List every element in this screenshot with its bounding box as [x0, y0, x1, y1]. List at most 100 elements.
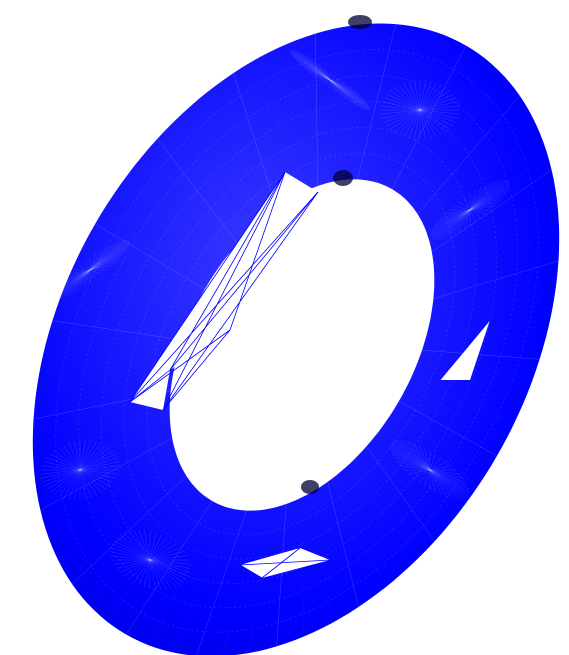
mesh-edge [366, 446, 435, 542]
mesh-edge [41, 465, 119, 475]
mesh-edge [68, 265, 112, 275]
mesh-edge [113, 555, 187, 565]
mesh-edge [424, 447, 436, 493]
mesh-edge [415, 367, 528, 393]
wireframe-mesh [32, 23, 560, 655]
mesh-edge [113, 193, 216, 274]
mesh-edge [430, 182, 510, 238]
mesh-edge [113, 540, 187, 580]
mesh-edge [408, 81, 432, 139]
mesh-edge [429, 184, 511, 236]
mesh-edge [59, 241, 121, 299]
mesh-edge [391, 442, 469, 498]
mesh-edge [331, 26, 343, 183]
mesh-edge [383, 97, 457, 123]
mesh-edge [144, 532, 156, 588]
mesh-edge [324, 75, 336, 85]
mesh-edge [133, 530, 167, 590]
mesh-edge [119, 534, 181, 586]
mesh-edge [171, 509, 235, 653]
mesh-edge [157, 138, 238, 244]
gap-mesh-edge [129, 171, 286, 403]
gap-mesh-edge [229, 171, 286, 331]
mesh-edge [380, 105, 460, 115]
mesh-edge [56, 240, 124, 300]
mesh-edge [206, 92, 264, 219]
mesh-edge [390, 444, 470, 496]
mesh-edge [35, 423, 171, 482]
gap-mesh-edge [169, 191, 319, 371]
mesh-edge [414, 80, 426, 140]
mesh-edge [119, 547, 181, 573]
mesh-edge [386, 93, 454, 127]
mesh-edge [43, 353, 177, 358]
mesh-edge [436, 197, 504, 223]
mesh-edge [50, 241, 130, 299]
mesh-edge [410, 75, 505, 205]
mesh-edge [398, 400, 497, 457]
mesh-edge [74, 439, 86, 501]
mesh-edge [386, 93, 454, 127]
mesh-edge [430, 293, 556, 316]
mesh-edge [427, 326, 549, 333]
mesh-edge [380, 105, 460, 115]
mesh-edge [94, 223, 206, 290]
mesh-edge [105, 494, 203, 621]
mesh-edge [424, 453, 436, 487]
inner-gap-patch [240, 548, 330, 578]
mesh-edge [291, 54, 369, 106]
mesh-edge [52, 320, 182, 341]
mesh-edge [299, 52, 361, 108]
mesh-edge [431, 169, 552, 252]
mesh-edge [73, 247, 107, 293]
mesh-edge [403, 82, 437, 138]
mesh-edge [391, 453, 469, 487]
mesh-edge [453, 184, 487, 236]
mesh-edge [324, 67, 336, 93]
mesh-edge [196, 510, 247, 655]
mesh-edge [389, 447, 471, 493]
mesh-edge [393, 457, 467, 483]
mesh-edge [308, 57, 352, 103]
mesh-ring [146, 153, 456, 536]
mesh-edge [63, 444, 97, 496]
mesh-edge [58, 442, 102, 498]
mesh-edge [293, 57, 367, 103]
mesh-edge [289, 51, 371, 109]
mesh-edge [413, 461, 447, 479]
mesh-edge [389, 90, 451, 130]
mesh-edge [78, 265, 102, 275]
mesh-edge [318, 63, 342, 97]
mesh-edge [340, 471, 386, 588]
mesh-edge [413, 442, 447, 498]
mesh-edge [313, 75, 347, 85]
mesh-edge [59, 257, 121, 283]
mesh-edge [110, 555, 190, 565]
mesh-edge [39, 465, 121, 475]
mesh-edge [40, 438, 173, 511]
mesh-edge [63, 441, 97, 499]
mesh-edge [296, 60, 364, 100]
mesh-edge [422, 349, 540, 360]
mesh-edge [443, 205, 497, 215]
mesh-edge [125, 500, 213, 635]
mesh-edge [430, 187, 510, 233]
mesh-edge [403, 440, 457, 500]
mesh-edge [123, 543, 177, 577]
mesh-edge [408, 465, 452, 475]
mesh-edge [464, 197, 476, 223]
mesh-edge [390, 450, 470, 490]
mesh-edge [58, 464, 181, 562]
mesh-edge [78, 250, 102, 290]
mesh-edge [344, 23, 370, 180]
mesh-edge [357, 24, 396, 180]
mesh-edge [408, 81, 432, 139]
mesh-edge [133, 537, 167, 583]
mesh-edge [72, 475, 187, 585]
gap-mesh-edge [129, 191, 319, 403]
mesh-edge [128, 540, 172, 580]
gap-mesh-edge [169, 171, 286, 371]
mesh-edge [381, 101, 459, 119]
mesh-edge [303, 54, 357, 106]
